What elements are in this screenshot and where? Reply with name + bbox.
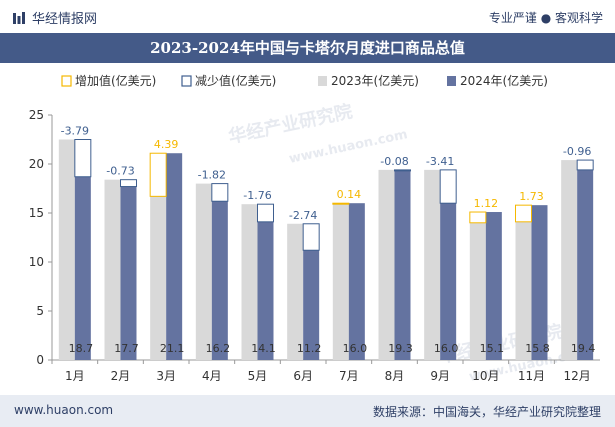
- y-tick-label: 5: [36, 304, 44, 318]
- bar-2023: [58, 139, 75, 360]
- bar-2024: [303, 250, 320, 360]
- change-label: -0.96: [563, 145, 591, 158]
- change-box: [74, 139, 92, 178]
- x-tick-label: 11月: [518, 369, 545, 383]
- change-label: 4.39: [154, 138, 179, 151]
- bar-2024: [348, 203, 365, 360]
- y-tick-label: 15: [29, 206, 44, 220]
- bar-2024: [166, 153, 183, 360]
- change-box: [211, 183, 229, 202]
- value-label-2024: 19.4: [571, 342, 596, 355]
- change-label: 0.14: [337, 188, 362, 201]
- bar-2023: [241, 204, 258, 360]
- legend-2024-label: 2024年(亿美元): [460, 73, 548, 88]
- bar-2023: [332, 204, 349, 360]
- x-tick-label: 7月: [339, 369, 359, 383]
- x-tick-label: 6月: [293, 369, 313, 383]
- legend-2023-swatch: [318, 76, 327, 86]
- change-label: -0.08: [380, 155, 408, 168]
- tagline: 专业严谨 ● 客观科学: [488, 11, 603, 25]
- change-box: [302, 223, 320, 251]
- change-box: [332, 202, 350, 205]
- value-label-2024: 14.1: [251, 342, 276, 355]
- footer: www.huaon.com 数据来源：中国海关，华经产业研究院整理: [0, 395, 615, 427]
- legend-2024-swatch: [447, 76, 456, 86]
- change-box: [515, 204, 532, 223]
- change-label: -1.82: [198, 169, 226, 182]
- y-tick-label: 20: [29, 157, 44, 171]
- bar-2023: [104, 179, 121, 360]
- brand-logo-icon: [13, 11, 25, 24]
- legend-decrease-label: 减少值(亿美元): [195, 73, 276, 88]
- brand: 华经情报网: [12, 8, 97, 27]
- x-tick-label: 5月: [248, 369, 268, 383]
- change-label: -1.76: [243, 189, 271, 202]
- bar-2023: [150, 196, 167, 360]
- y-tick-label: 10: [29, 255, 44, 269]
- change-label: -3.41: [426, 155, 454, 168]
- bar-2023: [469, 222, 486, 360]
- bar-2023: [515, 221, 532, 360]
- bar-2024: [257, 221, 274, 360]
- bar-2023: [424, 169, 441, 360]
- change-box: [257, 203, 274, 223]
- y-tick-label: 25: [29, 108, 44, 122]
- change-box: [439, 169, 457, 204]
- legend-increase-swatch: [61, 75, 72, 87]
- value-label-2024: 18.7: [69, 342, 94, 355]
- x-tick-label: 4月: [202, 369, 222, 383]
- x-tick-label: 3月: [156, 369, 176, 383]
- x-tick-label: 8月: [385, 369, 405, 383]
- legend-decrease-swatch: [181, 75, 192, 87]
- bar-2024: [440, 203, 457, 360]
- chart-title: 2023-2024年中国与卡塔尔月度进口商品总值: [0, 33, 615, 63]
- x-tick-label: 1月: [65, 369, 85, 383]
- chart: 华经产业研究院www.huaon.com华经产业研究院www.huaon.com…: [29, 73, 600, 385]
- bar-2023: [378, 169, 395, 360]
- change-label: -2.74: [289, 209, 317, 222]
- legend-2023-label: 2023年(亿美元): [331, 73, 419, 88]
- legend-increase-label: 增加值(亿美元): [75, 73, 156, 88]
- value-label-2024: 19.3: [388, 342, 413, 355]
- change-label: -3.79: [61, 125, 89, 138]
- x-tick-label: 12月: [564, 369, 591, 383]
- x-tick-label: 10月: [472, 369, 499, 383]
- watermark: 华经产业研究院: [226, 100, 354, 148]
- value-label-2024: 16.0: [343, 342, 368, 355]
- value-label-2024: 11.2: [297, 342, 322, 355]
- change-label: 1.73: [519, 190, 544, 203]
- change-box: [576, 159, 594, 171]
- bar-2023: [287, 223, 304, 360]
- bar-2023: [195, 183, 212, 360]
- value-label-2024: 16.2: [206, 342, 231, 355]
- bar-2024: [211, 201, 228, 360]
- value-label-2024: 15.8: [525, 342, 550, 355]
- change-box: [469, 211, 487, 224]
- bar-2024: [74, 176, 91, 360]
- change-box: [149, 152, 167, 197]
- change-label: 1.12: [474, 197, 499, 210]
- value-label-2024: 17.7: [114, 342, 139, 355]
- top-bar: 华经情报网 专业严谨 ● 客观科学: [0, 0, 615, 33]
- value-label-2024: 16.0: [434, 342, 459, 355]
- change-box: [394, 169, 411, 172]
- footer-website[interactable]: www.huaon.com: [14, 403, 114, 417]
- bar-2024: [577, 169, 594, 360]
- x-tick-label: 9月: [430, 369, 450, 383]
- bar-2024: [485, 212, 502, 360]
- value-label-2024: 15.1: [480, 342, 505, 355]
- bar-2024: [394, 170, 411, 360]
- change-label: -0.73: [106, 165, 134, 178]
- value-label-2024: 21.1: [160, 342, 185, 355]
- bar-2023: [561, 160, 578, 360]
- bar-2024: [531, 205, 548, 360]
- x-tick-label: 2月: [111, 369, 131, 383]
- footer-source: 数据来源：中国海关，华经产业研究院整理: [372, 405, 601, 419]
- y-tick-label: 0: [36, 353, 44, 367]
- brand-name: 华经情报网: [32, 12, 98, 27]
- change-box: [120, 179, 137, 188]
- bar-2024: [120, 186, 137, 360]
